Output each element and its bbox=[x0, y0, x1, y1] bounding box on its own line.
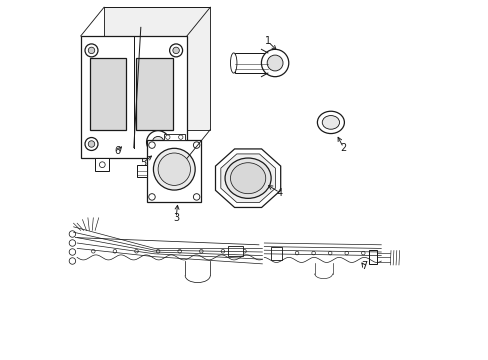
Circle shape bbox=[88, 47, 95, 54]
Circle shape bbox=[344, 251, 348, 255]
Bar bbox=[89, 58, 125, 130]
Circle shape bbox=[221, 249, 224, 253]
Circle shape bbox=[193, 142, 200, 148]
Circle shape bbox=[69, 240, 76, 246]
Bar bbox=[147, 140, 201, 202]
Circle shape bbox=[169, 138, 182, 150]
Ellipse shape bbox=[317, 111, 344, 134]
Bar bbox=[136, 58, 172, 130]
Circle shape bbox=[295, 251, 298, 255]
Circle shape bbox=[178, 249, 181, 253]
Ellipse shape bbox=[230, 163, 265, 194]
Ellipse shape bbox=[224, 158, 270, 198]
Circle shape bbox=[193, 194, 200, 200]
Ellipse shape bbox=[230, 53, 237, 73]
Circle shape bbox=[69, 231, 76, 237]
Bar bbox=[158, 158, 172, 171]
Circle shape bbox=[162, 162, 168, 167]
Bar bbox=[235, 53, 267, 73]
Polygon shape bbox=[221, 154, 275, 202]
Text: 2: 2 bbox=[340, 143, 346, 153]
Circle shape bbox=[85, 44, 98, 57]
Circle shape bbox=[113, 249, 117, 253]
Circle shape bbox=[134, 249, 138, 253]
Circle shape bbox=[85, 138, 98, 150]
Bar bbox=[228, 246, 242, 256]
Circle shape bbox=[278, 251, 282, 255]
Circle shape bbox=[99, 162, 105, 167]
Ellipse shape bbox=[322, 116, 339, 129]
Text: 1: 1 bbox=[264, 36, 270, 46]
Circle shape bbox=[148, 142, 155, 148]
Text: 4: 4 bbox=[276, 188, 282, 198]
Circle shape bbox=[242, 249, 246, 253]
Circle shape bbox=[158, 153, 190, 185]
Circle shape bbox=[266, 55, 283, 71]
Circle shape bbox=[153, 148, 195, 190]
Text: 6: 6 bbox=[115, 146, 121, 156]
Polygon shape bbox=[215, 149, 280, 207]
Text: 3: 3 bbox=[173, 213, 179, 223]
Circle shape bbox=[311, 251, 315, 255]
Circle shape bbox=[199, 249, 203, 253]
Circle shape bbox=[169, 44, 182, 57]
Polygon shape bbox=[81, 36, 186, 158]
Circle shape bbox=[178, 135, 183, 139]
Bar bbox=[95, 158, 109, 171]
Bar bbox=[271, 247, 282, 260]
Text: 7: 7 bbox=[361, 261, 367, 271]
Circle shape bbox=[172, 47, 179, 54]
Text: 5: 5 bbox=[140, 158, 146, 168]
Circle shape bbox=[172, 141, 179, 147]
Circle shape bbox=[69, 258, 76, 264]
Circle shape bbox=[91, 249, 95, 253]
Circle shape bbox=[146, 131, 169, 154]
Bar bbox=[163, 134, 185, 140]
Circle shape bbox=[152, 136, 163, 148]
Circle shape bbox=[165, 135, 170, 139]
Circle shape bbox=[156, 249, 160, 253]
Polygon shape bbox=[104, 7, 210, 130]
Circle shape bbox=[69, 249, 76, 255]
Circle shape bbox=[88, 141, 95, 147]
Circle shape bbox=[361, 251, 365, 255]
Circle shape bbox=[148, 194, 155, 200]
Circle shape bbox=[328, 251, 331, 255]
Circle shape bbox=[261, 49, 288, 77]
Bar bbox=[137, 165, 147, 177]
Bar bbox=[368, 250, 376, 264]
